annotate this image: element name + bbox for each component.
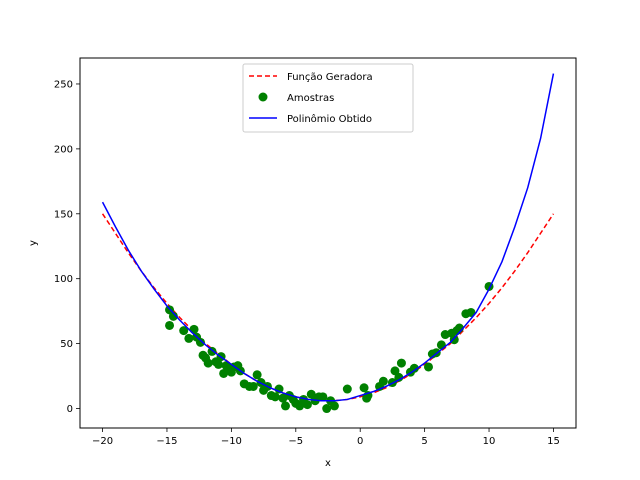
x-tick-label: −15 [156,436,177,447]
data-point-amostras [359,383,369,393]
plot-frame [79,57,577,429]
legend-box [242,63,414,133]
y-tick-label: 100 [54,274,73,285]
legend: Função Geradora Amostras Polinômio Obtid… [242,63,414,133]
data-point-amostras [195,337,205,347]
x-tick-label: 10 [483,436,496,447]
data-point-amostras [409,363,419,373]
data-point-amostras [295,401,305,411]
data-point-amostras [423,362,433,372]
x-tick-label: −10 [221,436,242,447]
x-axis: −20 −15 −10 −5 0 5 10 15 [92,428,560,447]
data-point-amostras [274,384,284,394]
data-point-amostras [184,333,194,343]
data-point-amostras [436,340,446,350]
x-tick-label: 5 [421,436,427,447]
plot-content [101,73,555,414]
data-point-amostras [302,400,312,410]
legend-swatch-amostras [258,92,268,102]
y-axis-label: y [28,240,39,246]
data-point-amostras [165,320,175,330]
data-point-amostras [396,358,406,368]
x-tick-label: 15 [547,436,560,447]
legend-label-funcao-geradora: Função Geradora [287,72,373,83]
data-point-amostras [280,401,290,411]
data-point-amostras [179,326,189,336]
x-tick-label: 0 [357,436,363,447]
data-point-amostras [329,401,339,411]
y-tick-label: 150 [54,209,73,220]
x-tick-label: −5 [288,436,303,447]
data-point-amostras [342,384,352,394]
data-point-amostras [322,404,332,414]
data-point-amostras [390,366,400,376]
data-point-amostras [213,359,223,369]
data-point-amostras [362,393,372,403]
data-point-amostras [449,335,459,345]
y-tick-label: 50 [60,339,73,350]
data-point-amostras [394,372,404,382]
data-point-amostras [189,324,199,334]
legend-label-amostras: Amostras [287,93,334,104]
legend-label-polinomio-obtido: Polinômio Obtido [287,113,372,125]
data-point-amostras [252,370,262,380]
y-axis: 0 50 100 150 200 250 [54,79,80,415]
series-line-polinomio-obtido [101,73,555,402]
data-point-amostras [168,311,178,321]
data-point-amostras [466,307,476,317]
x-tick-label: −20 [92,436,113,447]
data-point-amostras [378,376,388,386]
y-tick-label: 200 [54,144,73,155]
y-tick-label: 0 [67,404,73,415]
y-tick-label: 250 [54,79,73,90]
x-axis-label: x [325,458,331,469]
data-point-amostras [318,392,328,402]
data-point-amostras [203,358,213,368]
data-point-amostras [306,389,316,399]
data-point-amostras [248,381,258,391]
data-point-amostras [270,392,280,402]
